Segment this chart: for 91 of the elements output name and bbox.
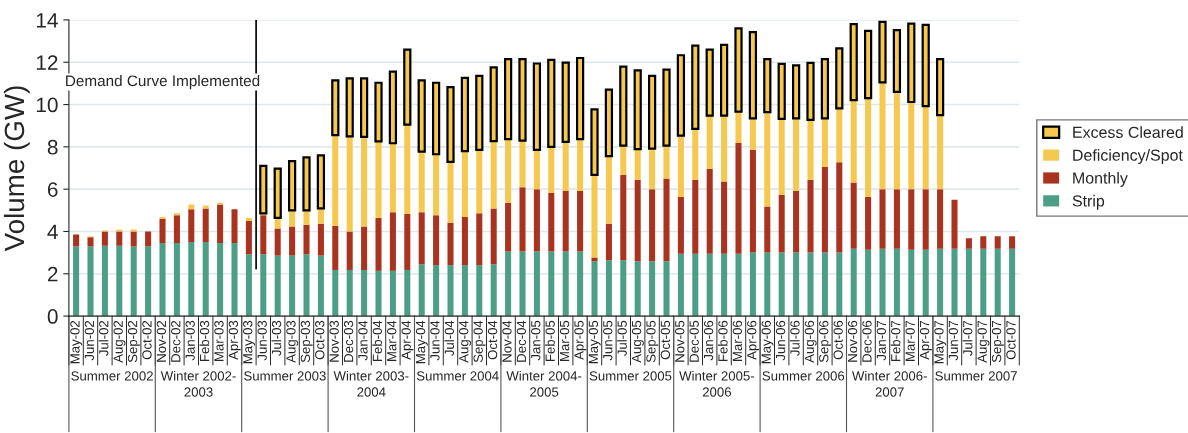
ref-line-label: Demand Curve Implemented [66, 74, 260, 90]
x-tick-label: Sep-05 [646, 320, 659, 363]
y-tick-label: 14 [36, 13, 58, 28]
x-tick-label: Nov-03 [329, 320, 339, 362]
x-tick-label: Jan-03 [185, 320, 195, 361]
x-tick-label: Oct-02 [142, 320, 152, 360]
x-tick-label: Dec-05 [689, 320, 699, 362]
x-tick-label: Jun-02 [84, 320, 95, 361]
x-tick-label: Jun-03 [257, 320, 267, 361]
x-tick-label: Jun-04 [430, 320, 440, 361]
y-tick-label: 6 [47, 182, 58, 197]
x-tick-label: Nov-02 [156, 320, 167, 362]
text: Summer 2003 [244, 371, 326, 381]
x-tick-label: Apr-03 [228, 320, 241, 360]
x-tick-label: Sep-03 [300, 320, 313, 363]
legend-label: Excess Cleared [1073, 126, 1183, 138]
y-tick-label: 10 [36, 97, 58, 113]
x-tick-label: Feb-05 [545, 320, 555, 361]
x-tick-label: Dec-03 [343, 320, 354, 362]
text: Winter 2002- 2003 [160, 370, 236, 397]
x-tick-label: Apr-06 [747, 320, 760, 360]
x-tick-label: Aug-02 [113, 320, 126, 363]
x-tick-label: Mar-06 [732, 320, 743, 361]
text: Summer 2002 [71, 371, 153, 381]
x-tick-label: Jan-04 [358, 320, 368, 361]
x-tick-label: Jul-02 [98, 320, 109, 356]
x-tick-label: May-06 [761, 320, 774, 364]
legend-label: Monthly [1073, 172, 1128, 187]
x-tick-label: Aug-04 [459, 320, 472, 363]
x-tick-label: Jul-04 [444, 320, 455, 356]
x-tick-label: Jan-06 [703, 320, 714, 361]
x-tick-label: Aug-06 [804, 320, 817, 363]
y-tick-label: 2 [47, 266, 58, 282]
x-tick-label: Apr-05 [574, 320, 587, 360]
x-tick-label: Sep-07 [991, 320, 1004, 363]
x-tick-label: Apr-07 [919, 320, 932, 360]
x-tick-label: Sep-02 [127, 320, 140, 363]
x-tick-label: Jan-07 [876, 320, 887, 361]
legend-label: Deficiency/Spot [1073, 149, 1183, 165]
x-tick-label: Mar-03 [214, 320, 224, 361]
x-tick-label: Nov-05 [675, 320, 685, 362]
x-tick-label: Jul-06 [789, 320, 800, 356]
text: Summer 2007 [935, 371, 1017, 381]
x-tick-label: May-07 [934, 320, 947, 364]
x-tick-label: Sep-04 [473, 320, 486, 363]
x-tick-label: Jun-05 [603, 320, 613, 361]
x-tick-label: Jun-07 [948, 320, 959, 361]
text: Summer 2005 [589, 371, 672, 381]
x-tick-label: Feb-04 [372, 320, 383, 361]
x-tick-label: Mar-05 [559, 320, 570, 361]
x-tick-label: Dec-06 [862, 320, 872, 362]
x-tick-label: Oct-03 [315, 320, 325, 360]
x-tick-label: Dec-02 [171, 320, 181, 362]
x-tick-label: May-03 [243, 320, 256, 364]
x-tick-label: Jan-05 [531, 320, 541, 361]
text: Winter 2003- 2004 [333, 370, 409, 397]
x-tick-label: Aug-05 [631, 320, 644, 363]
y-tick-label: 8 [47, 139, 58, 155]
x-tick-label: Oct-06 [833, 320, 843, 360]
text: Winter 2004- 2005 [506, 370, 582, 397]
x-tick-label: Jun-06 [775, 320, 786, 361]
x-tick-label: Feb-03 [199, 320, 210, 361]
x-tick-label: Mar-07 [905, 320, 915, 361]
text: Summer 2004 [416, 371, 499, 381]
x-tick-label: Sep-06 [819, 320, 832, 363]
text: Winter 2005- 2006 [679, 370, 755, 397]
x-tick-label: May-04 [415, 320, 428, 364]
legend-label: Strip [1072, 194, 1105, 210]
x-tick-label: Oct-07 [1006, 320, 1016, 360]
x-tick-label: Jul-07 [962, 320, 973, 356]
x-tick-label: Oct-05 [660, 320, 671, 360]
x-tick-label: Nov-04 [502, 320, 512, 362]
y-tick-label: 0 [47, 309, 58, 324]
x-tick-label: Jul-05 [617, 320, 627, 356]
x-tick-label: Aug-03 [286, 320, 299, 363]
x-tick-label: Oct-04 [487, 320, 498, 360]
x-tick-label: Apr-04 [401, 320, 414, 360]
x-tick-label: Mar-04 [387, 320, 397, 361]
x-tick-label: Feb-07 [890, 320, 901, 361]
x-tick-label: Dec-04 [516, 320, 527, 362]
text: Winter 2006- 2007 [852, 370, 927, 397]
x-tick-label: May-02 [70, 320, 83, 364]
x-tick-label: Nov-06 [847, 320, 858, 362]
text: Summer 2006 [762, 371, 845, 381]
y-axis-title: Volume (GW) [3, 86, 30, 252]
y-tick-label: 12 [36, 55, 58, 70]
x-tick-label: Jul-03 [271, 320, 282, 356]
y-tick-label: 4 [47, 224, 58, 240]
x-tick-label: Feb-06 [717, 320, 728, 361]
x-tick-label: May-05 [588, 320, 601, 364]
x-tick-label: Aug-07 [977, 320, 990, 363]
